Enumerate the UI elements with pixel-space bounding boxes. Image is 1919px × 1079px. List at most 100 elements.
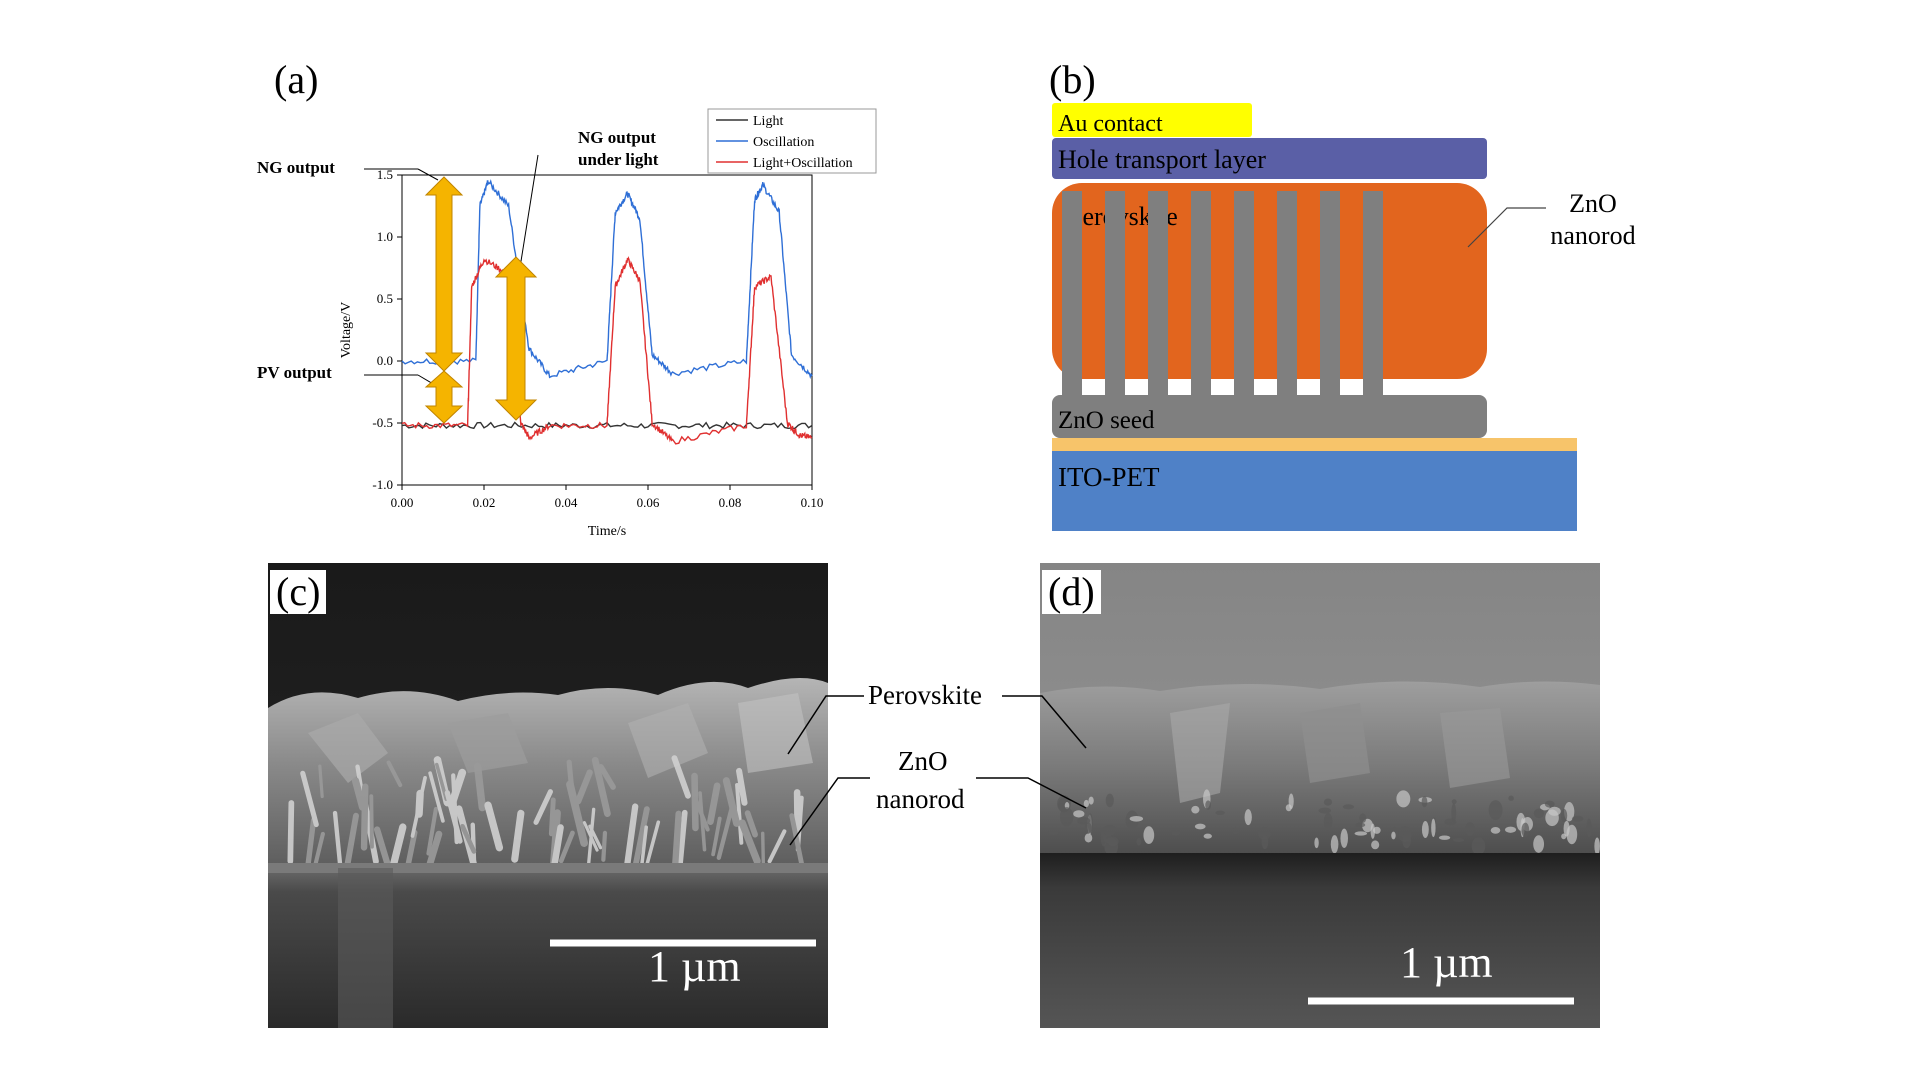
sem-nanorod-texture xyxy=(575,769,593,805)
series-line-oscillation xyxy=(401,179,813,380)
sem-nanorod-texture xyxy=(386,760,403,788)
scale-bar-label-d: 1 µm xyxy=(1400,938,1493,987)
sem-nanorod-texture xyxy=(318,764,324,799)
sem-grain-texture xyxy=(1059,807,1074,827)
sem-nanorod-texture xyxy=(698,791,707,852)
zno-seed-layer xyxy=(1052,395,1487,438)
y-tick-label: 0.5 xyxy=(377,291,393,306)
sem-grain-texture xyxy=(1129,815,1144,822)
zno-nanorod xyxy=(1105,191,1125,399)
sem-grain-texture xyxy=(1136,837,1142,846)
sem-grain-texture xyxy=(1372,826,1381,834)
y-tick-label: 0.0 xyxy=(377,353,393,368)
sem-grain-texture xyxy=(1205,800,1212,810)
sem-grain-texture xyxy=(1194,823,1206,830)
sem-grain-texture xyxy=(1244,809,1252,826)
panel-label-c: (c) xyxy=(270,570,327,614)
sem-grain-texture xyxy=(1452,837,1465,842)
panel-label-b: (b) xyxy=(1045,58,1100,102)
ito-top-strip xyxy=(1052,438,1577,451)
zno-nanorod-label-1: ZnO xyxy=(1569,189,1617,218)
sem-grain-texture xyxy=(1396,790,1411,808)
sem-grain-texture xyxy=(1103,824,1117,836)
sem-c-nanorod-label-2: nanorod xyxy=(876,784,965,815)
sem-grain-texture xyxy=(1508,795,1514,801)
x-tick-label: 0.08 xyxy=(719,495,742,510)
sem-grain-texture xyxy=(1073,810,1085,818)
x-tick-label: 0.00 xyxy=(391,495,414,510)
sem-nanorod-texture xyxy=(428,771,445,823)
sem-grain-texture xyxy=(1359,813,1367,823)
sem-nanorod-texture xyxy=(511,809,525,863)
x-tick-label: 0.06 xyxy=(637,495,660,510)
sem-grain-texture xyxy=(1105,793,1114,808)
zno-nanorod xyxy=(1234,191,1254,399)
sem-grain-texture xyxy=(1371,840,1380,850)
sem-nanorod-texture xyxy=(735,782,744,845)
sem-nanorod-texture xyxy=(711,816,722,857)
ito-pet-label: ITO-PET xyxy=(1058,462,1160,492)
x-tick-label: 0.04 xyxy=(555,495,578,510)
sem-nanorod-texture xyxy=(767,829,787,864)
x-axis-label: Time/s xyxy=(588,524,626,539)
sem-grain-texture xyxy=(1354,831,1368,836)
ng-under-light-arrow xyxy=(494,256,538,421)
sem-nanorod-texture xyxy=(343,812,359,872)
sem-grain-texture xyxy=(1323,812,1333,831)
sem-nanorod-texture xyxy=(738,819,761,865)
zno-nanorod xyxy=(1062,191,1082,399)
sem-grain-texture xyxy=(1451,803,1457,823)
sem-grain-texture xyxy=(1355,822,1366,828)
sem-nanorod-texture xyxy=(351,777,367,811)
zno-nanorod xyxy=(1320,191,1340,399)
sem-grain-texture xyxy=(1342,804,1355,810)
sem-grain-texture xyxy=(1421,820,1429,838)
sem-nanorod-texture xyxy=(373,826,392,872)
sem-grain-texture xyxy=(1331,828,1341,833)
y-tick-label: -1.0 xyxy=(372,477,393,492)
sem-grain-texture xyxy=(1170,830,1181,836)
sem-nanorod-texture xyxy=(300,770,319,828)
sem-nanorod-texture xyxy=(287,800,295,865)
sem-grain-texture xyxy=(1191,805,1200,814)
series-line-light-oscillation xyxy=(401,256,813,445)
sem-nanorod-texture xyxy=(671,810,682,874)
sem-nanorod-texture xyxy=(691,772,699,832)
sem-grain-texture xyxy=(1077,817,1091,825)
sem-nanorod-texture xyxy=(676,809,688,874)
panel-label-d: (d) xyxy=(1042,570,1101,614)
sem-nanorod-texture xyxy=(601,830,608,862)
sem-c-nanorod-label-1: ZnO xyxy=(898,746,948,777)
sem-grain-texture xyxy=(1451,799,1457,805)
legend-label-light-oscillation: Light+Oscillation xyxy=(753,156,853,171)
sem-grain-texture xyxy=(1340,828,1348,848)
sem-grain-texture xyxy=(1215,810,1225,815)
zno-nanorod xyxy=(1191,191,1211,399)
sem-nanorod-texture xyxy=(369,794,374,849)
annotation-ng-under-light-1: NG output xyxy=(578,128,656,147)
sem-nanorod-texture xyxy=(671,755,691,799)
sem-nanorod-texture xyxy=(744,810,758,838)
hole-transport-layer xyxy=(1052,138,1487,179)
sem-nanorod-texture xyxy=(473,762,486,812)
sem-nanorod-texture xyxy=(533,789,553,825)
y-tick-label: 1.5 xyxy=(377,167,393,182)
sem-nanorod-texture xyxy=(435,762,448,801)
sem-grain-texture xyxy=(1533,808,1545,819)
sem-grain-texture xyxy=(1533,835,1545,853)
sem-grain-texture xyxy=(1504,826,1517,833)
sem-grain-texture xyxy=(1318,807,1332,814)
sem-nanorod-texture xyxy=(793,789,801,835)
sem-grain-texture xyxy=(1571,815,1584,822)
pv-output-arrow xyxy=(424,370,464,424)
ito-pet-layer xyxy=(1052,451,1577,531)
x-tick-label: 0.02 xyxy=(473,495,496,510)
sem-grain-texture xyxy=(1490,826,1501,834)
htl-label: Hole transport layer xyxy=(1058,145,1266,174)
sem-grain-texture xyxy=(1471,837,1486,856)
zno-nanorod-label-2: nanorod xyxy=(1550,221,1635,250)
sem-nanorod-texture xyxy=(586,807,596,867)
annotation-pv-output: PV output xyxy=(257,363,332,382)
sem-nanorod-texture xyxy=(484,801,504,852)
voltage-time-chart: 0.00 0.02 0.04 0.06 0.08 0.10 -1.0 -0.5 0.0 0.5 1.… xyxy=(257,108,877,539)
